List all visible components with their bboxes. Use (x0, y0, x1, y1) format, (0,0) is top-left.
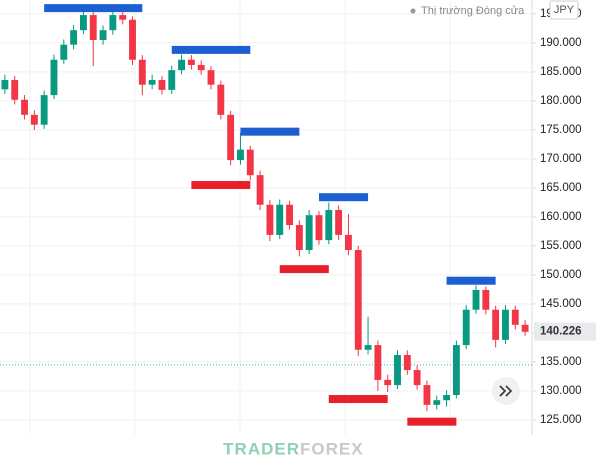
candle-body (286, 204, 293, 226)
market-status: Thị trường Đóng cửa (421, 5, 525, 17)
candle-body (403, 354, 411, 371)
candle-body (217, 84, 225, 115)
candle-body (70, 30, 78, 45)
candle-body (148, 80, 156, 85)
candle-body (266, 204, 274, 235)
y-tick-label: 150.000 (540, 269, 582, 281)
candle-body (502, 309, 509, 340)
candle-body (325, 209, 333, 241)
candle-body (40, 95, 48, 125)
y-tick-label: 135.000 (540, 356, 582, 368)
candle-body (472, 290, 480, 310)
y-tick-label: 155.000 (540, 240, 582, 252)
candle-body (394, 354, 401, 386)
candle-body (335, 209, 343, 235)
candle-body (21, 99, 28, 115)
candle-body (1, 80, 9, 90)
y-tick-label: 185.000 (540, 66, 582, 78)
candle-body (305, 215, 313, 250)
y-tick-label: 125.000 (540, 414, 582, 426)
candle-body (256, 175, 264, 205)
y-tick-label: 170.000 (540, 153, 582, 165)
level-bar (318, 193, 369, 202)
candle-body (50, 59, 58, 96)
status-dot (410, 8, 416, 14)
scroll-icon[interactable] (499, 385, 513, 397)
candle-body (197, 64, 205, 71)
candle-body (246, 149, 254, 176)
candle-body (178, 59, 186, 71)
candle-body (521, 324, 529, 332)
y-tick-label: 160.000 (540, 211, 582, 223)
candle-body (60, 44, 68, 60)
level-bar (328, 395, 388, 404)
y-tick-label: 130.000 (540, 385, 582, 397)
candle-body (413, 370, 421, 386)
candle-body (295, 225, 303, 250)
candle-body (433, 400, 441, 405)
candle-body (187, 59, 195, 65)
candle-body (364, 345, 372, 350)
currency[interactable]: JPY (554, 4, 575, 16)
candle-body (423, 385, 431, 405)
watermark-left: TRADER (223, 439, 300, 458)
candle-body (492, 309, 500, 340)
level-bar (44, 4, 143, 13)
candle-body (207, 70, 215, 85)
candle-body (344, 234, 352, 250)
candle-body (452, 345, 460, 395)
candle-body (227, 114, 235, 161)
candle-body (315, 215, 323, 241)
candle-body (11, 80, 19, 100)
candle-body (89, 15, 97, 41)
y-tick-label: 165.000 (540, 182, 582, 194)
level-bar (407, 417, 457, 426)
candle-body (482, 290, 490, 310)
candle-body (129, 19, 136, 60)
level-bar (446, 276, 496, 285)
candle-body (119, 15, 127, 20)
candle-body (99, 30, 107, 41)
candle-body (158, 80, 166, 90)
candle-body (374, 345, 382, 380)
candle-body (443, 394, 451, 401)
y-tick-label: 145.000 (540, 298, 582, 310)
candle-body (237, 149, 244, 161)
y-tick-label: 180.000 (540, 95, 582, 107)
currency-box (549, 0, 579, 20)
candle-body (511, 309, 519, 325)
watermark-right: FOREX (300, 439, 364, 458)
level-bar (279, 265, 329, 274)
candle-body (462, 309, 470, 346)
y-tick-label: 190.000 (540, 37, 582, 49)
candle-body (168, 70, 176, 90)
candle-body (354, 249, 362, 350)
candle-body (276, 204, 284, 235)
candle-body (109, 15, 117, 31)
candle-body (79, 15, 87, 31)
candle-body (384, 379, 392, 386)
y-tick-label: 175.000 (540, 124, 582, 136)
scroll-button[interactable] (492, 377, 520, 405)
level-bar (191, 181, 251, 190)
last-price-box (534, 322, 596, 341)
candle-body (138, 59, 146, 85)
level-bar (171, 45, 251, 54)
last-price-label: 140.226 (540, 326, 582, 338)
level-bar (240, 127, 300, 136)
candle-body (30, 114, 38, 125)
time-grid (29, 0, 451, 435)
